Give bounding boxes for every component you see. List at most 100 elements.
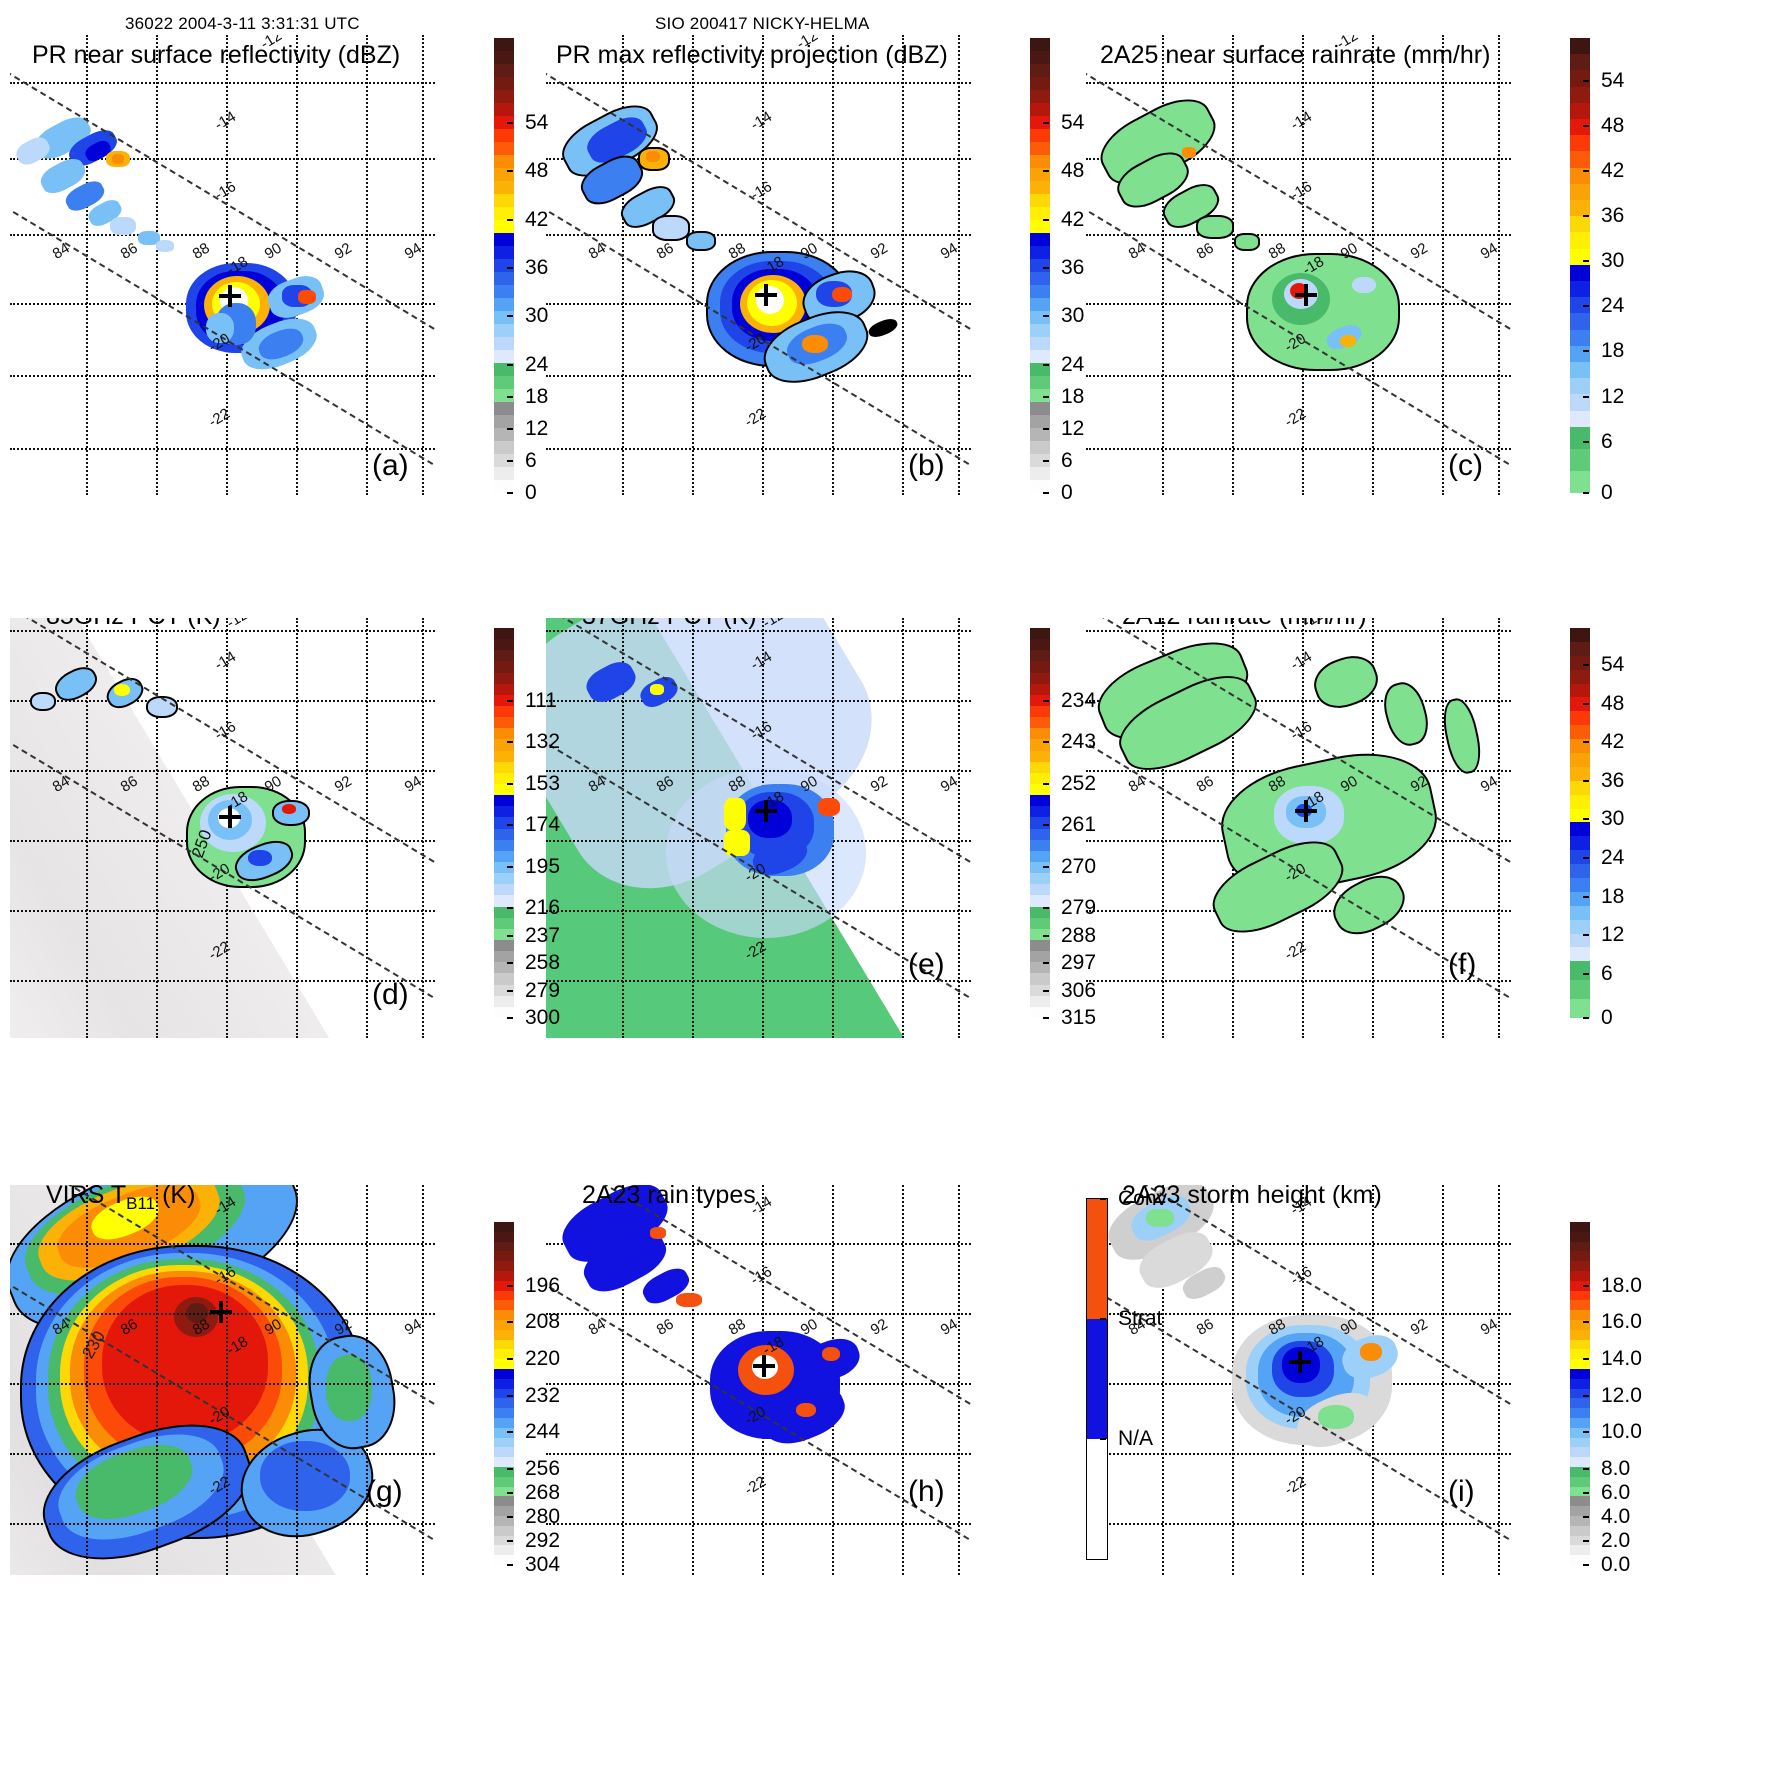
cb-tick: 6 xyxy=(1601,961,1613,985)
cb-tick: 16.0 xyxy=(1601,1310,1642,1334)
lat-tick: -22 xyxy=(1281,938,1309,964)
cb-tick: 244 xyxy=(525,1419,561,1443)
storm-center-marker xyxy=(1295,284,1317,306)
panel-title-main: VIRS T xyxy=(46,1185,127,1209)
cb-tick: 315 xyxy=(1061,1006,1097,1029)
cb-tick: 6 xyxy=(1601,429,1613,453)
panel-b: 84 86 88 90 92 94 -12 -14 -16 -18 -20 -2… xyxy=(546,35,971,495)
lat-tick: -22 xyxy=(1281,1473,1309,1499)
cb-tick: 48 xyxy=(1601,691,1625,715)
panel-label: (f) xyxy=(1448,948,1477,981)
data-cell xyxy=(1340,335,1356,347)
cb-tick: 54 xyxy=(1061,110,1085,134)
cb-tick: 132 xyxy=(525,730,561,754)
lon-tick: 90 xyxy=(261,239,285,263)
cb-tick: 30 xyxy=(1061,304,1085,328)
panel-c-plot: 84 86 88 90 92 94 -12 -14 -16 -18 -20 -2… xyxy=(1086,35,1511,495)
data-cell xyxy=(326,1355,372,1421)
colorbar-c-strip xyxy=(1570,38,1590,494)
cb-tick: 195 xyxy=(525,854,561,878)
cb-tick: 10.0 xyxy=(1601,1419,1642,1443)
cb-tick: 18 xyxy=(525,385,549,409)
lat-tick: -22 xyxy=(741,1473,769,1499)
cb-tick: 12 xyxy=(1061,417,1085,441)
panel-title-sub: B11 xyxy=(126,1194,156,1213)
data-cell xyxy=(298,290,316,304)
cb-tick: 252 xyxy=(1061,771,1097,795)
cb-tick: 234 xyxy=(1061,688,1097,712)
panel-title: VIRS TB11 (K) xyxy=(46,1185,195,1214)
panel-a-plot: 84 86 88 90 92 94 -12 -14 -16 -18 -20 -2… xyxy=(10,35,435,495)
cb-tick: 24 xyxy=(1601,846,1625,870)
data-cell xyxy=(1318,1405,1354,1429)
cb-tick: 2.0 xyxy=(1601,1528,1631,1552)
cb-tick: 42 xyxy=(1061,207,1085,231)
cb-tick: 54 xyxy=(1601,69,1625,93)
colorbar-a-strip xyxy=(494,38,514,493)
data-cell xyxy=(724,798,746,830)
cb-tick: 30 xyxy=(1601,807,1625,831)
panel-i-plot: 84 86 88 90 92 94 -12 -14 -16 -18 -20 -2… xyxy=(1086,1185,1511,1575)
cb-tick: 48 xyxy=(1601,114,1625,138)
storm-center-marker xyxy=(219,806,241,828)
colorbar-d: 111 132 153 174 195 216 237 258 279 300 xyxy=(494,628,560,1029)
cb-tick: 18.0 xyxy=(1601,1273,1642,1297)
lon-tick: 92 xyxy=(867,1315,891,1339)
cb-tick: 0 xyxy=(1061,481,1073,504)
cb-tick: 48 xyxy=(525,159,549,183)
colorbar-d-strip xyxy=(494,628,514,1018)
panel-label: (i) xyxy=(1448,1475,1475,1508)
panel-title: PR near surface reflectivity (dBZ) xyxy=(32,41,401,69)
data-cell xyxy=(248,850,272,866)
cb-tick: 12 xyxy=(1601,923,1625,947)
colorbar-e: 234 243 252 261 270 279 288 297 306 315 xyxy=(1030,628,1096,1029)
lat-tick: -16 xyxy=(1287,178,1315,204)
storm-center-marker xyxy=(219,285,241,307)
cb-tick: 174 xyxy=(525,813,561,837)
storm-center-marker xyxy=(753,1355,775,1377)
data-cell xyxy=(802,335,828,353)
data-cell xyxy=(1182,147,1196,158)
lon-tick: 84 xyxy=(1125,772,1149,796)
data-cell xyxy=(1234,233,1260,251)
data-cell xyxy=(138,231,160,245)
cb-tick: 258 xyxy=(525,951,561,975)
cb-tick: 36 xyxy=(1061,256,1085,280)
cb-tick: 297 xyxy=(1061,951,1097,975)
panel-c: 84 86 88 90 92 94 -12 -14 -16 -18 -20 -2… xyxy=(1086,35,1511,495)
panel-f: 84 86 88 90 92 94 -12 -14 -16 -18 -20 -2… xyxy=(1086,618,1511,1038)
lat-tick: -22 xyxy=(741,405,769,431)
storm-center-marker xyxy=(755,800,777,822)
lon-tick: 84 xyxy=(585,239,609,263)
cb-tick: 111 xyxy=(525,688,557,712)
cb-tick: 232 xyxy=(525,1383,561,1407)
cb-tick: 18 xyxy=(1601,884,1625,908)
data-cell xyxy=(676,1293,702,1307)
data-cell xyxy=(748,800,792,838)
cb-tick-strat: Strat xyxy=(1118,1306,1163,1330)
cb-tick: 12 xyxy=(1601,384,1625,408)
data-cell xyxy=(652,215,690,241)
cb-tick: 237 xyxy=(525,924,561,948)
panel-h: 84 86 88 90 92 94 -12 -14 -16 -18 -20 -2… xyxy=(546,1185,971,1575)
panel-title: 37GHz PCT (K) xyxy=(582,618,757,631)
panel-title: 2A23 rain types xyxy=(582,1185,756,1209)
panel-title: PR max reflectivity projection (dBZ) xyxy=(556,41,948,69)
data-cell xyxy=(110,217,136,235)
data-cell xyxy=(1438,695,1486,777)
cb-tick: 0 xyxy=(1601,481,1613,504)
lon-tick: 86 xyxy=(1193,239,1217,263)
colorbar-a: 54 48 42 36 30 24 18 12 6 0 xyxy=(494,38,548,504)
data-cell xyxy=(686,231,716,251)
cb-tick: 48 xyxy=(1061,159,1085,183)
colorbar-c: 54 48 42 36 30 24 18 12 6 0 xyxy=(1570,38,1624,504)
colorbar-f-strip xyxy=(1570,628,1590,1019)
cb-tick-na: N/A xyxy=(1118,1426,1154,1450)
figure-header-left: 36022 2004-3-11 3:31:31 UTC xyxy=(125,14,360,33)
data-cell xyxy=(796,1403,816,1417)
data-cell xyxy=(156,240,174,252)
cb-tick: 300 xyxy=(525,1006,561,1029)
lat-tick: -22 xyxy=(205,405,233,431)
data-cell xyxy=(260,1441,350,1511)
cb-tick: 279 xyxy=(1061,896,1097,920)
